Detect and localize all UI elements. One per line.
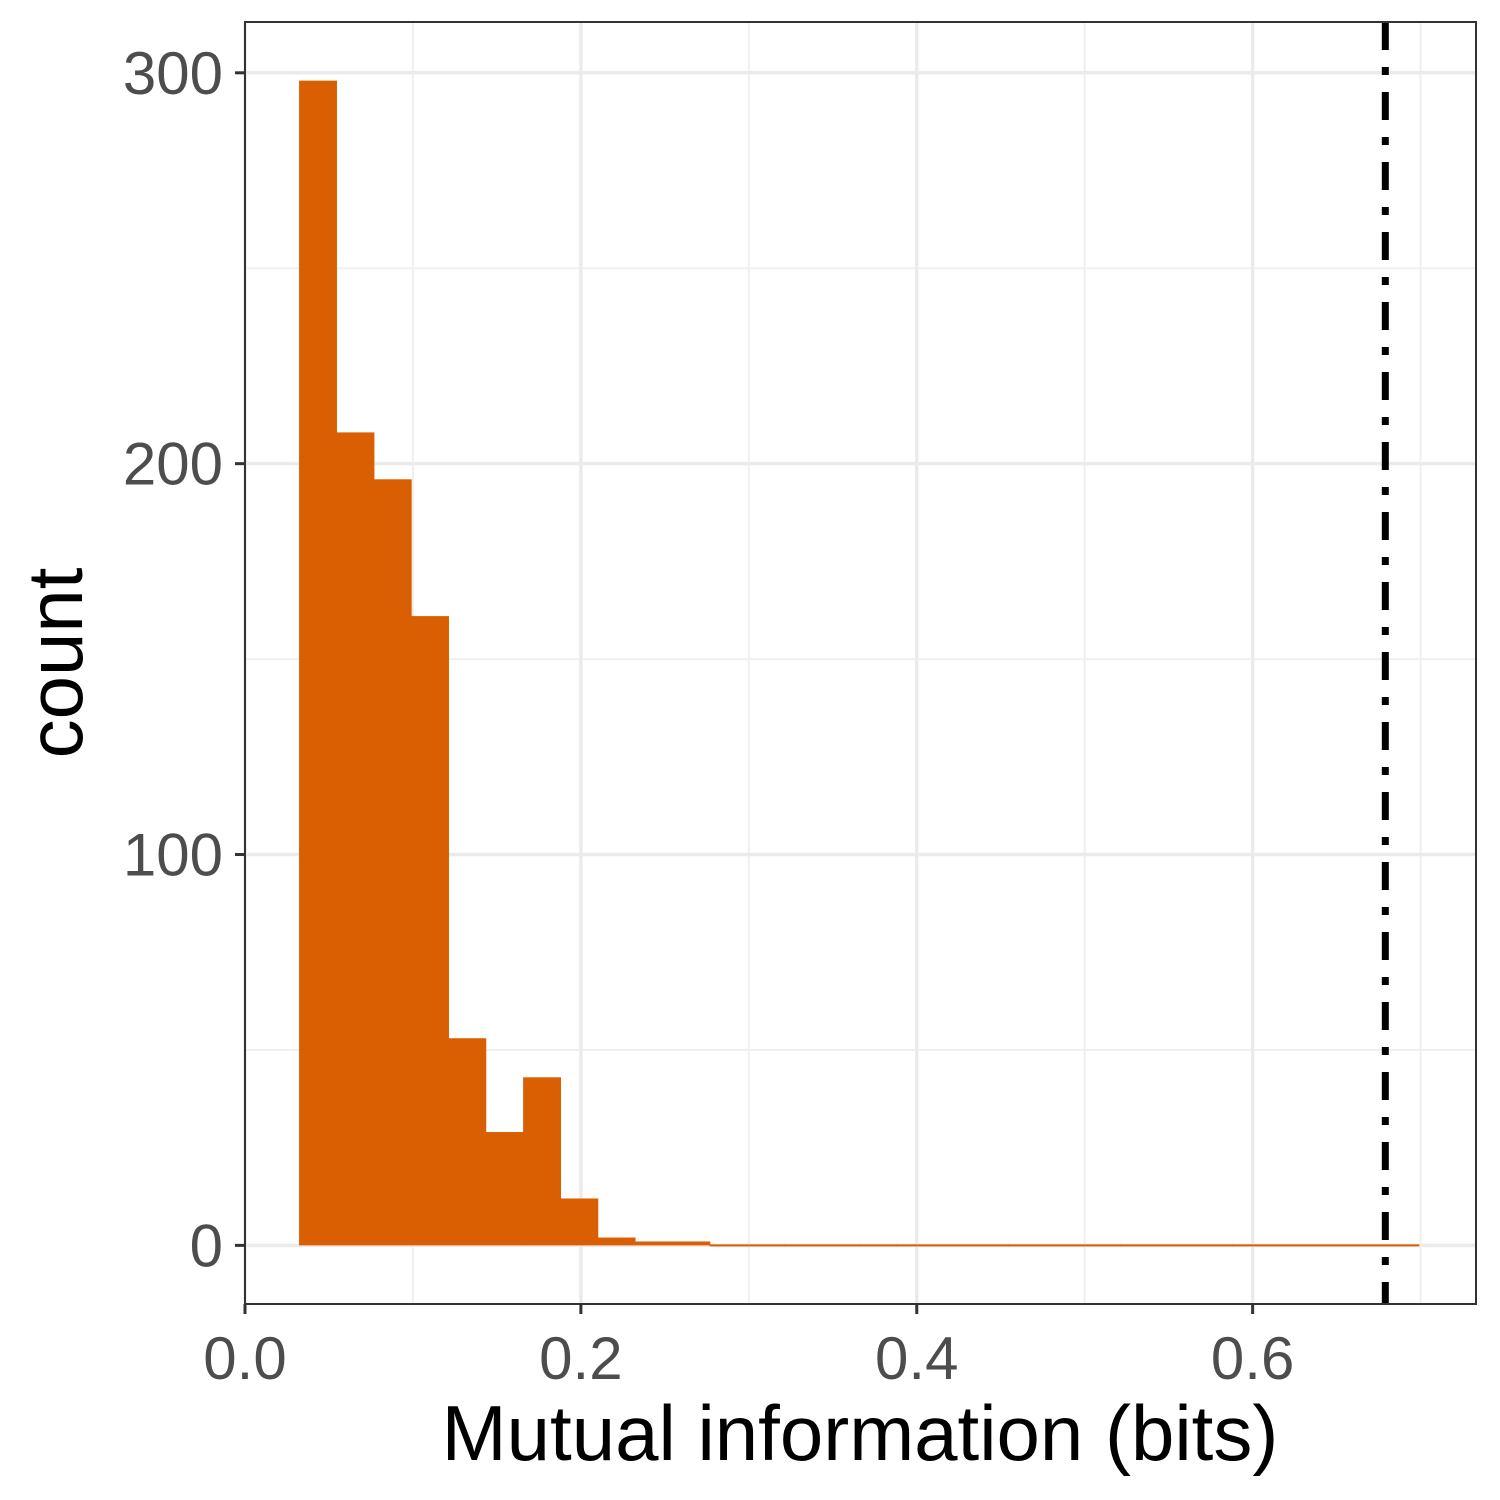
histogram-bar: [448, 1038, 487, 1246]
y-tick-label: 300: [123, 40, 223, 107]
histogram-bar: [597, 1237, 636, 1246]
histogram-bar: [1269, 1244, 1308, 1247]
histogram-bar: [1082, 1244, 1121, 1247]
histogram-bar: [672, 1241, 711, 1246]
histogram-bar: [373, 479, 412, 1246]
x-tick-label: 0.4: [875, 1325, 958, 1392]
histogram-bar: [411, 616, 449, 1246]
histogram-bar: [1381, 1244, 1420, 1247]
y-tick-label: 100: [123, 822, 223, 889]
y-tick-label: 200: [123, 431, 223, 498]
histogram-bar: [1045, 1244, 1084, 1247]
histogram-bar: [634, 1241, 673, 1246]
histogram-bar: [523, 1077, 561, 1246]
histogram-bar: [1157, 1244, 1196, 1247]
x-tick-label: 0.0: [203, 1325, 286, 1392]
histogram-bar: [784, 1244, 823, 1247]
plot-panel-border: [244, 21, 1477, 1305]
histogram-bar: [1232, 1244, 1271, 1247]
histogram-bar: [896, 1244, 935, 1247]
histogram-bar: [336, 432, 375, 1246]
histogram-bars: [299, 80, 1420, 1247]
y-axis-title: count: [11, 567, 99, 758]
histogram-bar: [746, 1244, 785, 1247]
histogram-bar: [970, 1244, 1009, 1247]
histogram-bar: [821, 1244, 860, 1247]
histogram-bar: [1343, 1244, 1383, 1247]
x-tick-label: 0.2: [539, 1325, 622, 1392]
minor-gridlines: [245, 22, 1476, 1304]
histogram-bar: [485, 1132, 524, 1246]
y-axis-ticks: 0 100 200 300: [123, 40, 245, 1279]
histogram-bar: [560, 1198, 599, 1246]
histogram-bar: [933, 1244, 972, 1247]
histogram-bar: [1120, 1244, 1159, 1247]
x-tick-label: 0.6: [1211, 1325, 1294, 1392]
x-axis-ticks: 0.0 0.2 0.4 0.6: [203, 1304, 1294, 1392]
histogram-bar: [709, 1244, 748, 1247]
histogram-bar: [858, 1244, 897, 1247]
x-axis-title: Mutual information (bits): [442, 1389, 1279, 1477]
y-tick-label: 0: [190, 1212, 223, 1279]
histogram-bar: [299, 80, 337, 1246]
histogram-bar: [1194, 1244, 1233, 1247]
histogram-bar: [1008, 1244, 1047, 1247]
histogram-bar: [1306, 1244, 1345, 1247]
